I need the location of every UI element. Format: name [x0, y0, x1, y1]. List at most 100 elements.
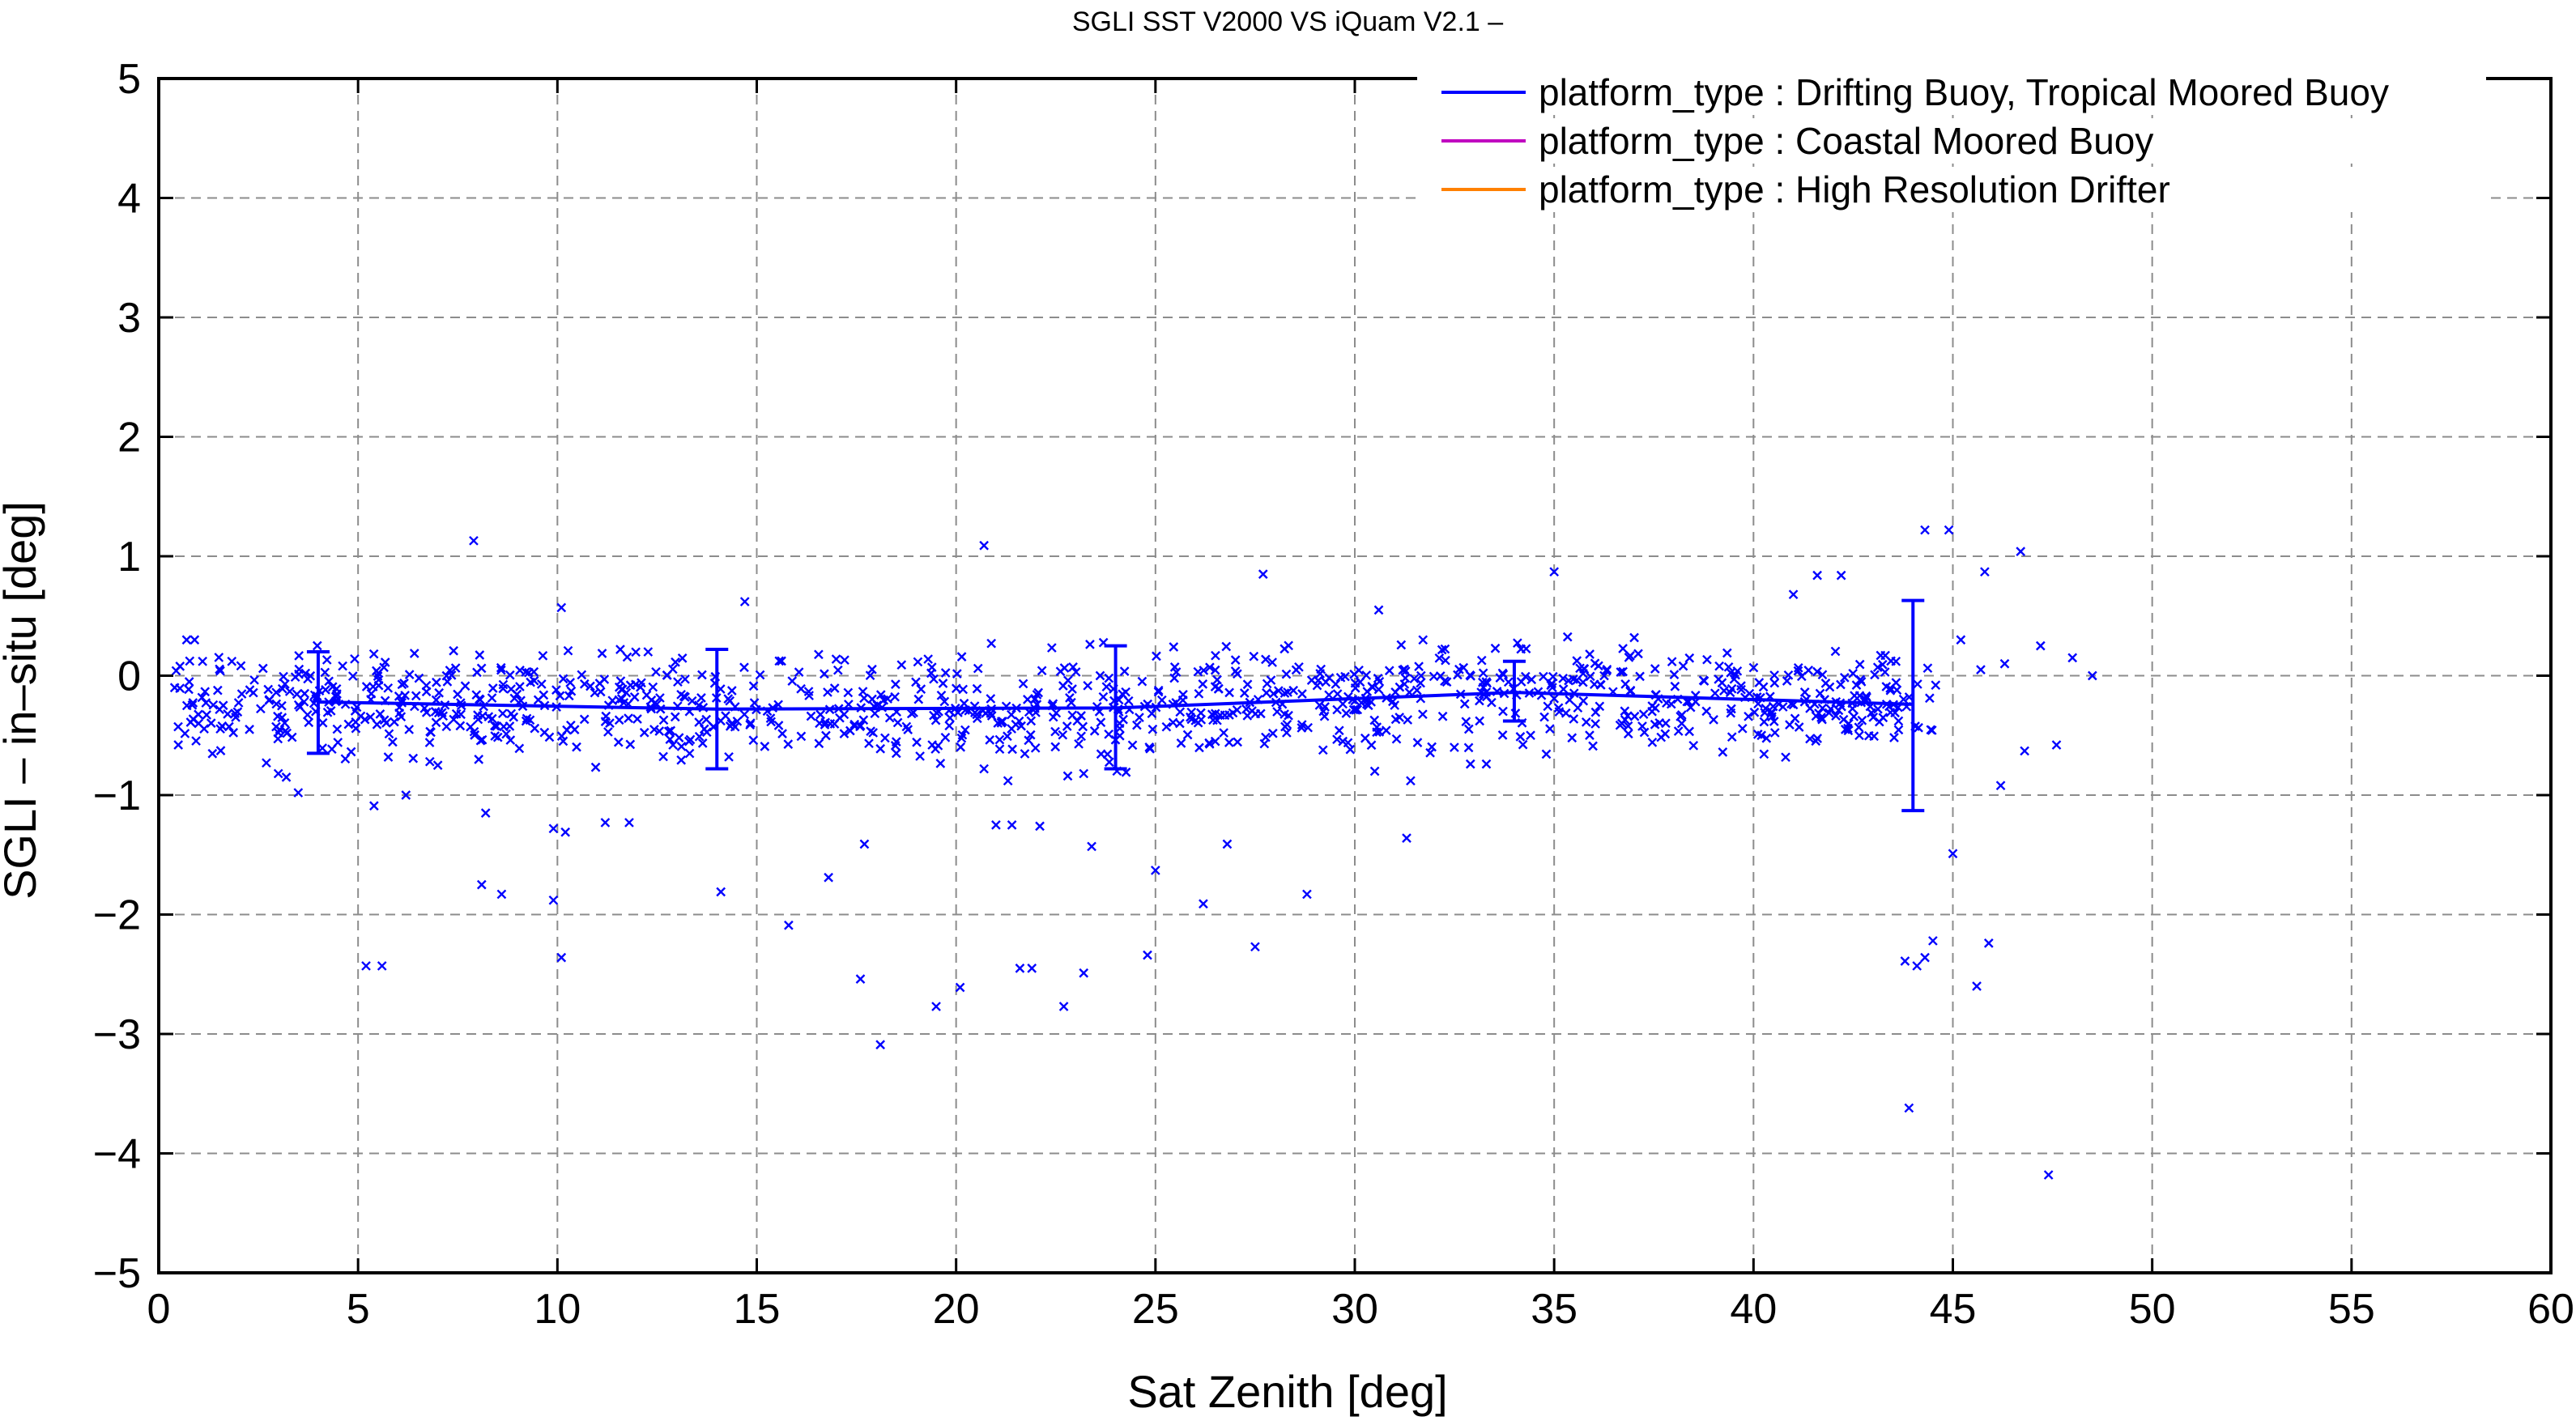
- scatter-point: [676, 755, 687, 765]
- scatter-point: [820, 669, 829, 679]
- scatter-point: [796, 731, 807, 742]
- scatter-point: [796, 683, 806, 694]
- scatter-point: [1885, 685, 1896, 696]
- scatter-point: [1297, 689, 1307, 699]
- scatter-point: [1503, 677, 1514, 687]
- scatter-point: [1391, 734, 1402, 744]
- scatter-point: [694, 717, 705, 727]
- scatter-point: [277, 683, 287, 694]
- legend-bg: [1417, 118, 2486, 164]
- scatter-point: [488, 683, 498, 693]
- scatter-point: [548, 823, 559, 834]
- scatter-point: [1761, 733, 1772, 743]
- chart-title: SGLI SST V2000 VS iQuam V2.1 –: [1072, 6, 1503, 37]
- scatter-point: [208, 700, 219, 710]
- scatter-point: [321, 655, 332, 665]
- scatter-point: [1590, 719, 1600, 729]
- scatter-point: [281, 772, 292, 782]
- scatter-point: [501, 729, 511, 739]
- scatter-point: [1759, 717, 1769, 727]
- scatter-point: [745, 720, 756, 730]
- scatter-point: [1177, 695, 1188, 705]
- scatter-point: [1194, 688, 1204, 699]
- scatter-point: [774, 656, 785, 666]
- scatter-point: [1384, 666, 1394, 676]
- scatter-point: [556, 952, 567, 963]
- scatter-point: [804, 691, 814, 700]
- scatter-point: [1087, 841, 1096, 852]
- scatter-point: [1886, 656, 1896, 666]
- scatter-point: [490, 721, 500, 731]
- scatter-point: [614, 695, 624, 705]
- scatter-point: [1495, 673, 1505, 683]
- scatter-point: [864, 738, 874, 749]
- scatter-point: [1176, 738, 1186, 748]
- scatter-point: [1095, 670, 1105, 681]
- scatter-point: [694, 731, 705, 742]
- scatter-point: [360, 714, 370, 725]
- scatter-point: [530, 723, 540, 734]
- scatter-point: [1736, 681, 1746, 691]
- scatter-point: [2051, 740, 2062, 750]
- scatter-point: [1718, 747, 1728, 757]
- scatter-series: [169, 525, 2097, 1180]
- scatter-point: [1633, 649, 1643, 659]
- scatter-point: [868, 728, 878, 738]
- y-tick-label: −3: [93, 1011, 141, 1058]
- scatter-point: [1465, 759, 1475, 769]
- scatter-point: [1440, 644, 1450, 654]
- scatter-point: [383, 683, 394, 693]
- scatter-point: [414, 673, 424, 683]
- scatter-point: [1297, 720, 1307, 730]
- scatter-point: [1548, 671, 1558, 682]
- scatter-point: [1147, 708, 1157, 719]
- scatter-point: [351, 723, 361, 734]
- scatter-point: [1793, 662, 1803, 673]
- scatter-point: [202, 710, 211, 720]
- scatter-point: [279, 718, 290, 728]
- scatter-point: [1618, 644, 1628, 653]
- scatter-point: [1620, 679, 1630, 689]
- scatter-point: [1900, 956, 1910, 966]
- scatter-point: [1224, 687, 1234, 698]
- scatter-point: [185, 717, 196, 727]
- scatter-point: [1481, 759, 1492, 769]
- scatter-point: [1948, 849, 1958, 859]
- scatter-point: [884, 713, 895, 723]
- scatter-point: [197, 692, 207, 703]
- scatter-point: [875, 690, 886, 700]
- scatter-point: [1781, 752, 1790, 763]
- scatter-point: [317, 717, 328, 728]
- x-tick-label: 0: [147, 1286, 171, 1333]
- scatter-point: [525, 715, 535, 725]
- scatter-point: [957, 730, 968, 740]
- scatter-point: [280, 679, 290, 689]
- scatter-point: [1398, 665, 1408, 675]
- scatter-point: [273, 728, 283, 738]
- scatter-point: [505, 721, 515, 731]
- scatter-point: [766, 717, 777, 727]
- scatter-point: [1513, 638, 1522, 649]
- scatter-point: [1007, 724, 1017, 734]
- scatter-point: [1749, 707, 1760, 717]
- scatter-point: [223, 708, 232, 719]
- scatter-point: [332, 689, 342, 699]
- x-tick-label: 60: [2527, 1286, 2574, 1333]
- scatter-point: [1805, 734, 1815, 744]
- scatter-point: [1980, 567, 1990, 577]
- scatter-point: [1321, 677, 1331, 687]
- scatter-point: [929, 674, 939, 684]
- scatter-point: [1855, 674, 1866, 685]
- scatter-point: [654, 726, 665, 736]
- scatter-point: [214, 653, 224, 662]
- scatter-point: [896, 660, 907, 670]
- scatter-point: [492, 721, 502, 731]
- scatter-point: [555, 691, 565, 701]
- scatter-point: [201, 698, 211, 708]
- scatter-point: [1539, 671, 1548, 682]
- mean-line-series: [306, 598, 1925, 813]
- scatter-point: [590, 687, 600, 698]
- scatter-point: [1521, 644, 1531, 654]
- scatter-point: [1067, 684, 1077, 694]
- scatter-point: [839, 709, 849, 720]
